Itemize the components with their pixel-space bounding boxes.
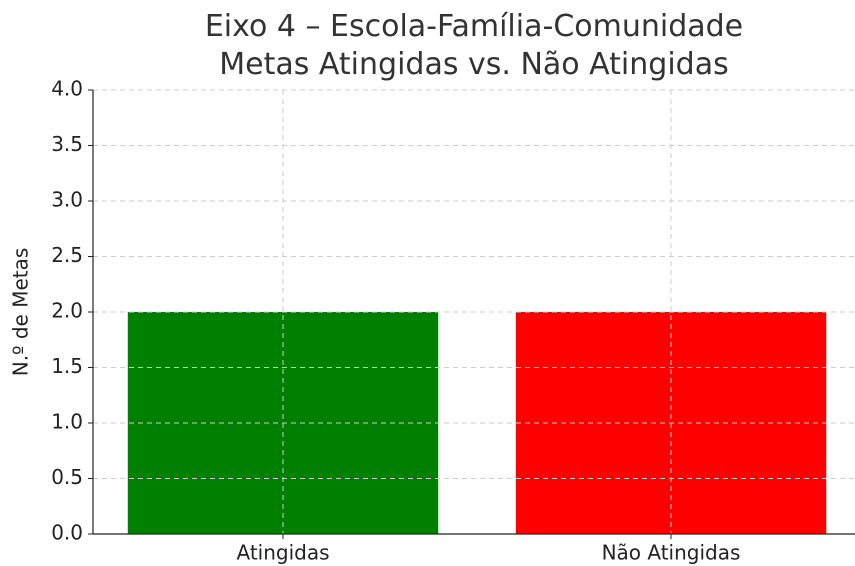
y-tick-label: 2.5 — [51, 243, 83, 267]
y-tick-label: 4.0 — [51, 77, 83, 101]
x-tick-label: Não Atingidas — [602, 541, 741, 565]
x-tick-label: Atingidas — [236, 541, 329, 565]
chart-title: Eixo 4 – Escola-Família-Comunidade Metas… — [204, 9, 744, 82]
y-axis-label: N.º de Metas — [9, 248, 33, 377]
y-tick-label: 3.0 — [51, 188, 83, 212]
y-tick-label: 0.5 — [51, 465, 83, 489]
y-tick-label: 1.0 — [51, 410, 83, 434]
y-tick-label: 3.5 — [51, 132, 83, 156]
y-tick-label: 0.0 — [51, 521, 83, 545]
y-tick-label: 2.0 — [51, 299, 83, 323]
y-tick-label: 1.5 — [51, 354, 83, 378]
